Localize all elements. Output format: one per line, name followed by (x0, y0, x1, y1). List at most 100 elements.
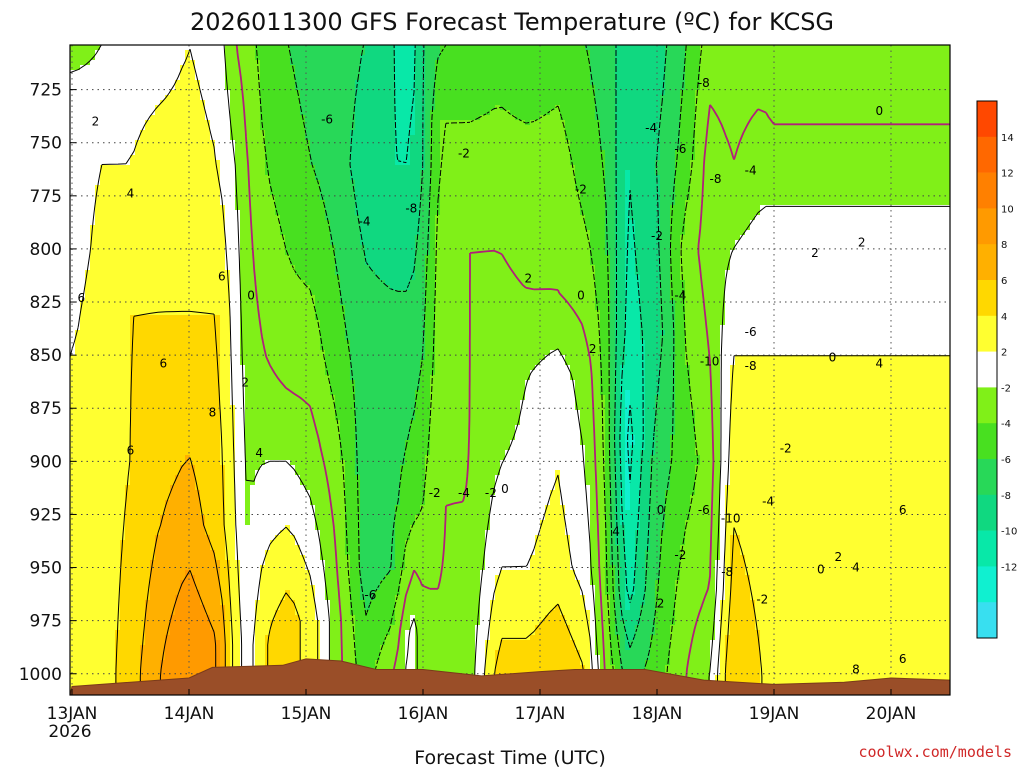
temperature-cell (185, 235, 191, 241)
temperature-cell (120, 205, 126, 211)
temperature-cell (210, 615, 216, 621)
temperature-cell (235, 155, 241, 161)
temperature-cell (225, 65, 231, 71)
temperature-cell (215, 385, 221, 391)
temperature-cell (110, 385, 116, 391)
temperature-cell (90, 450, 96, 456)
temperature-cell (245, 430, 251, 436)
temperature-cell (145, 465, 151, 471)
temperature-cell (220, 125, 226, 131)
temperature-cell (85, 340, 91, 346)
temperature-cell (90, 455, 96, 461)
temperature-cell (135, 500, 141, 506)
temperature-cell (95, 530, 101, 536)
temperature-cell (105, 170, 111, 176)
temperature-cell (185, 465, 191, 471)
temperature-cell (85, 270, 91, 276)
temperature-cell (250, 475, 256, 481)
temperature-cell (220, 630, 226, 636)
temperature-cell (230, 225, 236, 231)
temperature-cell (195, 400, 201, 406)
temperature-cell (110, 210, 116, 216)
temperature-cell (85, 490, 91, 496)
temperature-cell (145, 160, 151, 166)
temperature-cell (205, 60, 211, 66)
temperature-cell (80, 335, 86, 341)
temperature-cell (185, 75, 191, 81)
temperature-cell (200, 315, 206, 321)
temperature-cell (170, 215, 176, 221)
temperature-cell (100, 625, 106, 631)
temperature-cell (200, 525, 206, 531)
temperature-cell (225, 575, 231, 581)
temperature-cell (175, 630, 181, 636)
temperature-cell (180, 315, 186, 321)
temperature-cell (185, 140, 191, 146)
temperature-cell (130, 400, 136, 406)
temperature-cell (150, 445, 156, 451)
temperature-cell (240, 50, 246, 56)
temperature-cell (100, 120, 106, 126)
temperature-cell (155, 115, 161, 121)
temperature-cell (115, 570, 121, 576)
temperature-cell (215, 510, 221, 516)
temperature-cell (150, 75, 156, 81)
temperature-cell (190, 195, 196, 201)
temperature-cell (90, 555, 96, 561)
temperature-cell (205, 665, 211, 671)
temperature-cell (205, 390, 211, 396)
temperature-cell (100, 225, 106, 231)
temperature-cell (235, 345, 241, 351)
temperature-cell (160, 375, 166, 381)
temperature-cell (205, 585, 211, 591)
temperature-cell (245, 380, 251, 386)
temperature-cell (95, 115, 101, 121)
temperature-cell (140, 430, 146, 436)
temperature-cell (75, 420, 81, 426)
temperature-cell (185, 495, 191, 501)
temperature-cell (180, 625, 186, 631)
temperature-cell (125, 175, 131, 181)
temperature-cell (75, 635, 81, 641)
temperature-cell (130, 85, 136, 91)
temperature-cell (155, 385, 161, 391)
temperature-cell (165, 420, 171, 426)
temperature-cell (250, 295, 256, 301)
temperature-cell (110, 510, 116, 516)
temperature-cell (205, 495, 211, 501)
temperature-cell (140, 500, 146, 506)
temperature-cell (235, 590, 241, 596)
temperature-cell (80, 135, 86, 141)
temperature-cell (75, 390, 81, 396)
temperature-cell (200, 480, 206, 486)
temperature-cell (245, 530, 251, 536)
temperature-cell (190, 400, 196, 406)
temperature-cell (70, 530, 76, 536)
temperature-cell (240, 405, 246, 411)
temperature-cell (150, 420, 156, 426)
temperature-cell (75, 525, 81, 531)
temperature-cell (120, 545, 126, 551)
temperature-cell (160, 205, 166, 211)
temperature-cell (120, 635, 126, 641)
temperature-cell (100, 185, 106, 191)
temperature-cell (95, 435, 101, 441)
temperature-cell (75, 370, 81, 376)
temperature-cell (90, 470, 96, 476)
temperature-cell (195, 655, 201, 661)
temperature-cell (135, 560, 141, 566)
temperature-cell (140, 65, 146, 71)
temperature-cell (145, 345, 151, 351)
temperature-cell (90, 205, 96, 211)
temperature-cell (220, 240, 226, 246)
temperature-cell (260, 280, 266, 286)
temperature-cell (150, 670, 156, 676)
temperature-cell (110, 260, 116, 266)
temperature-cell (230, 630, 236, 636)
temperature-cell (80, 585, 86, 591)
temperature-cell (115, 145, 121, 151)
temperature-cell (110, 275, 116, 281)
temperature-cell (190, 325, 196, 331)
temperature-cell (85, 65, 91, 71)
temperature-cell (205, 240, 211, 246)
